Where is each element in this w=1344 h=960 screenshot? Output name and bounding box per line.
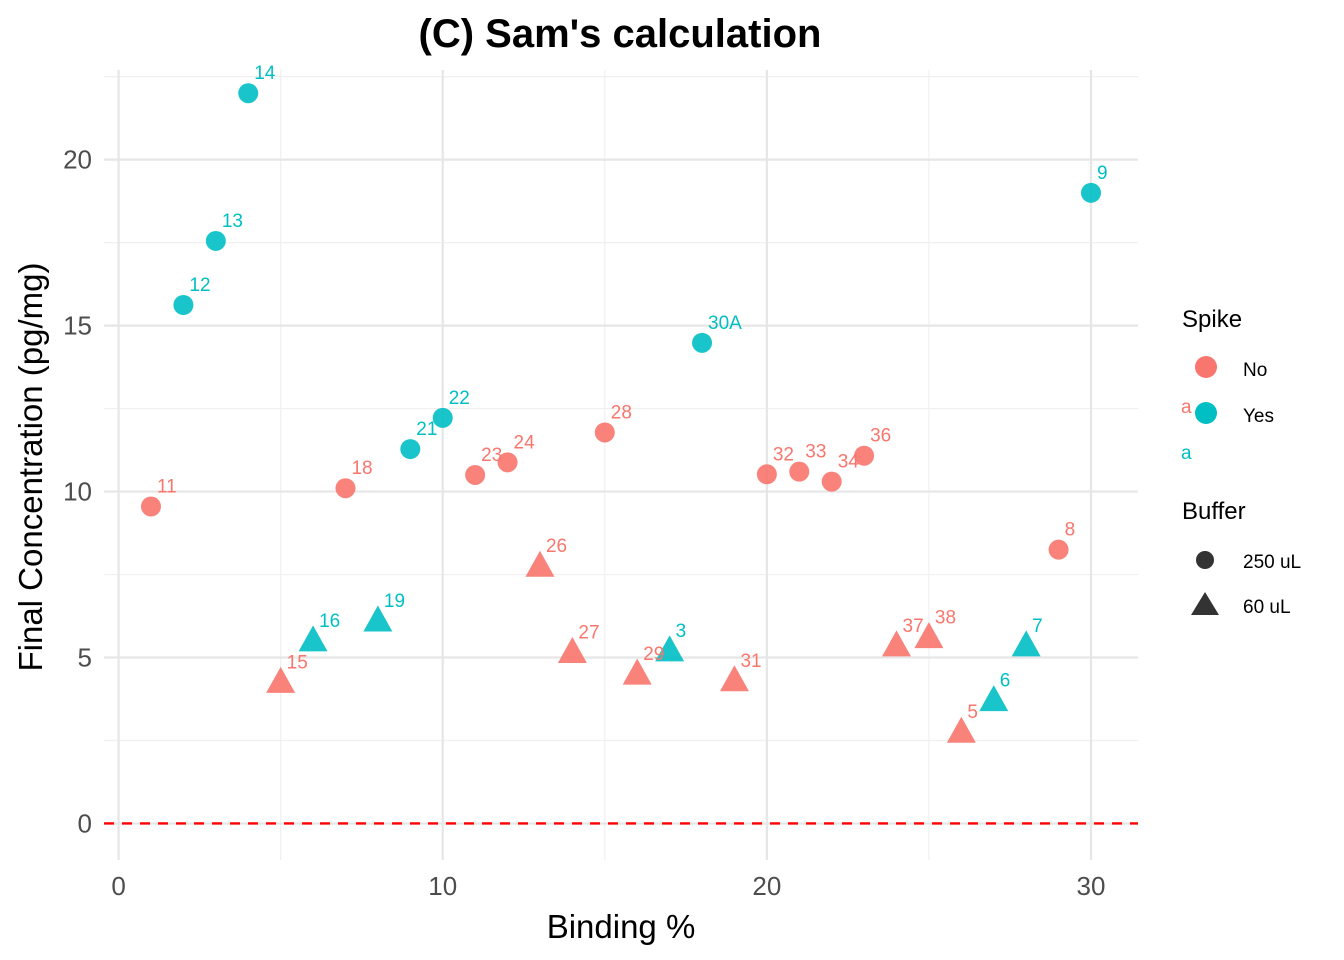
data-point-label: 26 xyxy=(546,536,567,557)
data-point-label: 28 xyxy=(611,402,632,423)
data-point-label: 6 xyxy=(1000,671,1011,692)
data-point-label: 27 xyxy=(578,623,599,644)
data-point-label: 5 xyxy=(967,702,978,723)
data-point-triangle xyxy=(1011,630,1041,657)
data-point-circle xyxy=(821,471,842,492)
data-point-circle xyxy=(1048,539,1069,560)
legend: Spike a No a Yes Buffer 250 uL 60 uL xyxy=(1181,306,1301,618)
legend-60ul-label: 60 uL xyxy=(1243,597,1291,618)
point-labels: 11 12 13 14 15 16 18 19 21 22 23 24 26 27 28 29 3 30A 31 32… xyxy=(157,63,1108,723)
data-point-triangle xyxy=(979,685,1009,712)
legend-yes-swatch xyxy=(1195,402,1217,424)
data-point-triangle xyxy=(298,625,328,652)
data-point-label: 18 xyxy=(351,458,372,479)
legend-buffer-title: Buffer xyxy=(1182,498,1246,525)
y-axis-title: Final Concentration (pg/mg) xyxy=(12,262,49,671)
data-point-label: 36 xyxy=(870,426,891,447)
y-tick-label: 5 xyxy=(78,643,92,673)
data-point-label: 16 xyxy=(319,611,340,632)
data-point-label: 13 xyxy=(222,211,243,232)
legend-60ul-swatch xyxy=(1191,592,1219,615)
legend-yes-label: Yes xyxy=(1243,406,1274,427)
data-point-triangle xyxy=(363,605,393,632)
legend-no-key-text: a xyxy=(1181,397,1192,418)
data-point-circle xyxy=(692,332,713,353)
data-point-label: 12 xyxy=(189,275,210,296)
legend-yes-key-text: a xyxy=(1181,443,1192,464)
data-points xyxy=(141,83,1101,743)
data-point-circle xyxy=(594,422,615,443)
x-tick-label: 20 xyxy=(752,871,781,901)
data-point-label: 19 xyxy=(384,591,405,612)
data-point-circle xyxy=(141,496,161,517)
x-tick-label: 30 xyxy=(1077,871,1106,901)
data-point-circle xyxy=(432,407,453,428)
legend-spike-title: Spike xyxy=(1182,306,1242,333)
chart-title: (C) Sam's calculation xyxy=(419,12,822,56)
data-point-triangle xyxy=(525,550,555,577)
data-point-label: 24 xyxy=(514,432,536,453)
data-point-triangle xyxy=(719,665,749,692)
y-axis-ticks: 0 5 10 15 20 xyxy=(63,145,92,839)
data-point-circle xyxy=(335,478,356,499)
data-point-triangle xyxy=(655,635,685,662)
y-tick-label: 20 xyxy=(63,145,92,175)
legend-no-swatch xyxy=(1195,356,1217,378)
data-point-label: 22 xyxy=(449,388,470,409)
data-point-label: 11 xyxy=(157,476,177,497)
data-point-circle xyxy=(1081,182,1101,203)
data-point-label: 14 xyxy=(254,63,276,84)
data-point-label: 33 xyxy=(805,442,826,463)
data-point-label: 34 xyxy=(838,452,860,473)
data-point-label: 15 xyxy=(287,652,308,673)
legend-250ul-label: 250 uL xyxy=(1243,552,1301,573)
data-point-label: 21 xyxy=(416,419,437,440)
legend-250ul-swatch xyxy=(1196,551,1214,569)
data-point-triangle xyxy=(946,716,976,743)
data-point-circle xyxy=(400,439,421,460)
data-point-circle xyxy=(173,295,194,316)
data-point-label: 38 xyxy=(935,608,956,629)
data-point-triangle xyxy=(914,622,944,649)
data-point-label: 9 xyxy=(1097,163,1108,184)
data-point-label: 31 xyxy=(740,651,761,672)
data-point-label: 29 xyxy=(643,644,664,665)
y-tick-label: 0 xyxy=(78,808,92,838)
x-axis-title: Binding % xyxy=(547,908,696,945)
grid xyxy=(104,70,1138,860)
x-tick-label: 0 xyxy=(111,871,125,901)
data-point-label: 8 xyxy=(1065,520,1076,541)
data-point-circle xyxy=(205,230,226,251)
data-point-label: 3 xyxy=(676,621,687,642)
data-point-triangle xyxy=(882,630,912,657)
data-point-circle xyxy=(497,452,518,473)
data-point-circle xyxy=(465,464,486,485)
data-point-circle xyxy=(756,464,777,485)
y-tick-label: 10 xyxy=(63,477,92,507)
data-point-label: 37 xyxy=(903,616,924,637)
data-point-label: 30A xyxy=(708,313,742,334)
data-point-triangle xyxy=(266,666,296,693)
data-point-circle xyxy=(854,445,875,466)
data-point-circle xyxy=(789,461,810,482)
data-point-triangle xyxy=(557,637,587,664)
x-axis-ticks: 0 10 20 30 xyxy=(111,871,1105,901)
x-tick-label: 10 xyxy=(428,871,457,901)
y-tick-label: 15 xyxy=(63,311,92,341)
data-point-label: 7 xyxy=(1032,616,1043,637)
data-point-triangle xyxy=(622,658,652,685)
legend-no-label: No xyxy=(1243,360,1267,381)
data-point-label: 32 xyxy=(773,444,794,465)
data-point-label: 23 xyxy=(481,445,502,466)
data-point-circle xyxy=(238,83,259,104)
